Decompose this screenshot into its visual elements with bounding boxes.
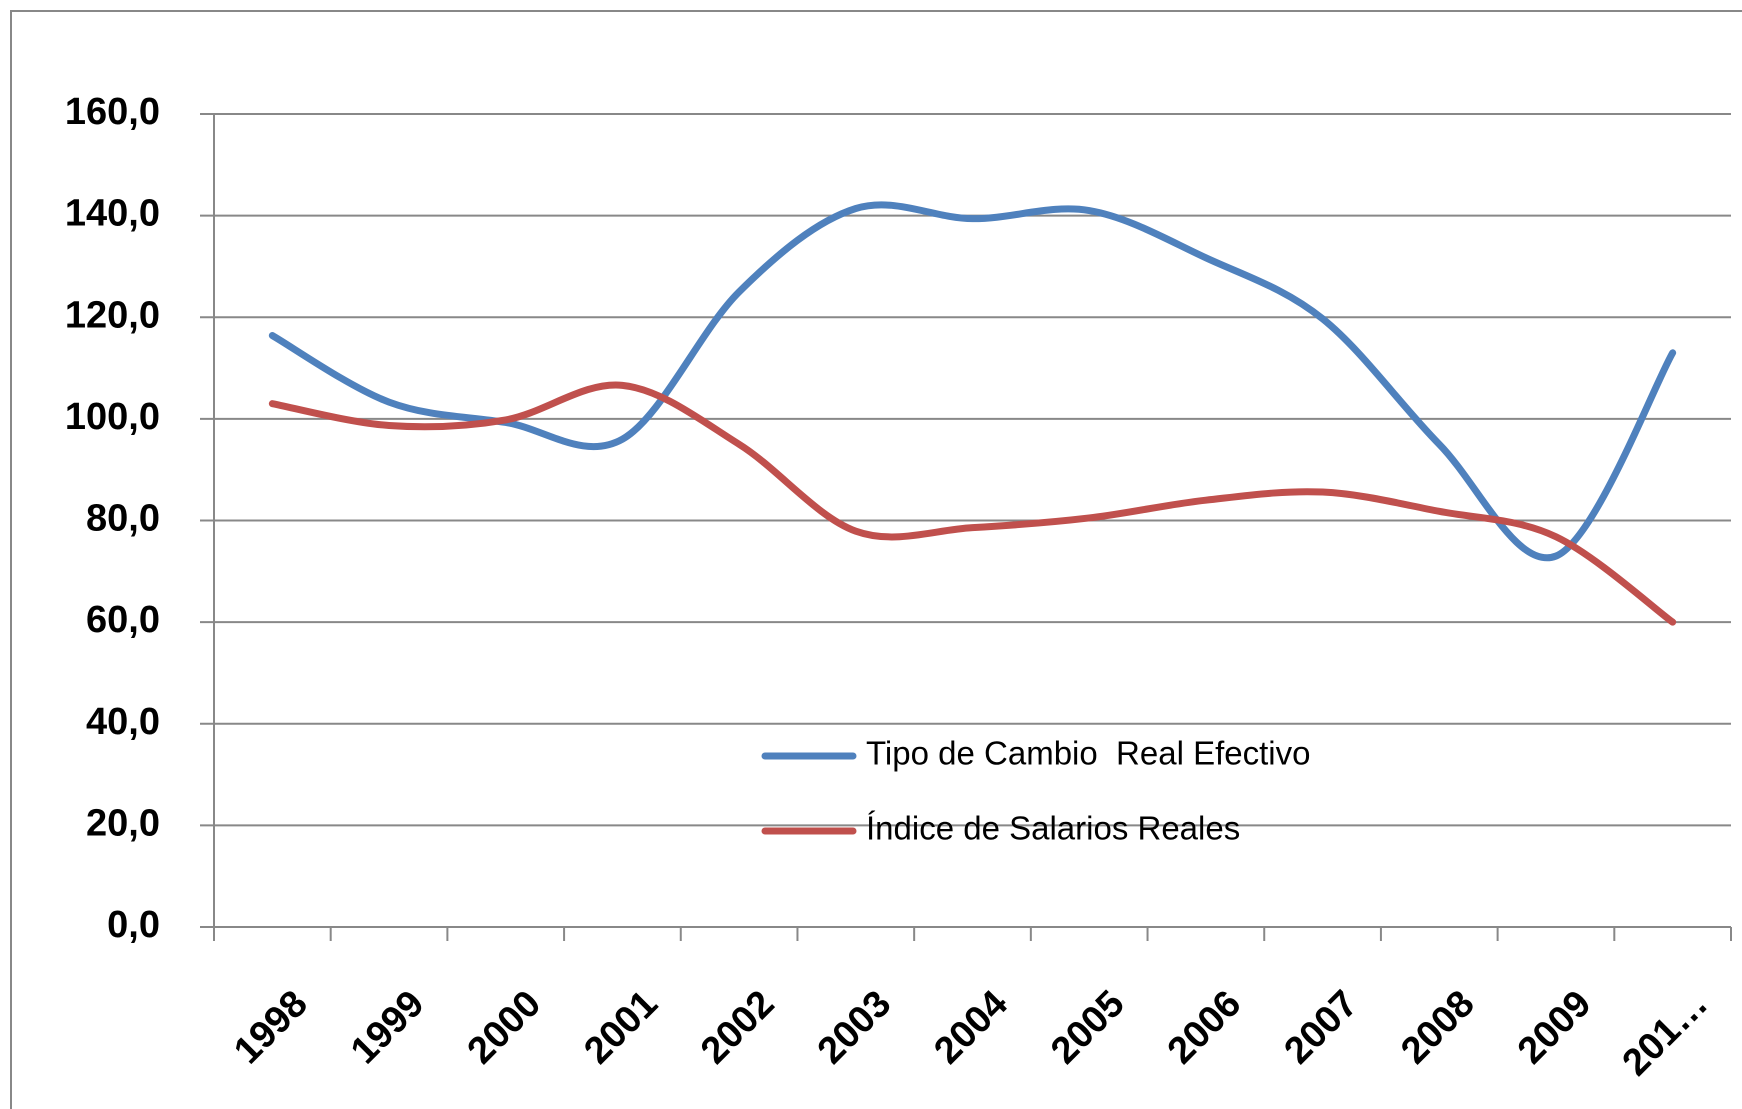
x-tick-label: 2003 [810, 983, 899, 1072]
y-tick-label: 60,0 [86, 599, 160, 641]
legend-label: Tipo de Cambio Real Efectivo [866, 735, 1311, 772]
y-tick-label: 100,0 [65, 396, 160, 438]
x-tick-label: 2009 [1510, 983, 1599, 1072]
x-tick-label: 1998 [226, 983, 315, 1072]
x-tick-label: 2008 [1393, 983, 1482, 1072]
x-tick-label: 2000 [460, 983, 549, 1072]
x-tick-label: 2002 [693, 983, 782, 1072]
x-tick-label: 1999 [343, 983, 432, 1072]
y-tick-label: 40,0 [86, 701, 160, 743]
y-tick-label: 140,0 [65, 193, 160, 235]
x-tick-label: 2006 [1160, 983, 1249, 1072]
y-tick-label: 120,0 [65, 294, 160, 336]
y-tick-label: 0,0 [107, 904, 160, 946]
series-line [268, 381, 1677, 626]
x-tick-label: 201… [1615, 983, 1716, 1084]
series-line [268, 201, 1677, 562]
legend-label: Índice de Salarios Reales [866, 810, 1240, 847]
chart-frame [10, 10, 1742, 1109]
x-tick-label: 2004 [926, 983, 1015, 1072]
y-tick-label: 160,0 [65, 91, 160, 133]
y-tick-label: 20,0 [86, 802, 160, 844]
x-tick-label: 2007 [1277, 983, 1366, 1072]
y-tick-label: 80,0 [86, 498, 160, 540]
x-tick-label: 2005 [1043, 983, 1132, 1072]
x-tick-label: 2001 [576, 983, 665, 1072]
